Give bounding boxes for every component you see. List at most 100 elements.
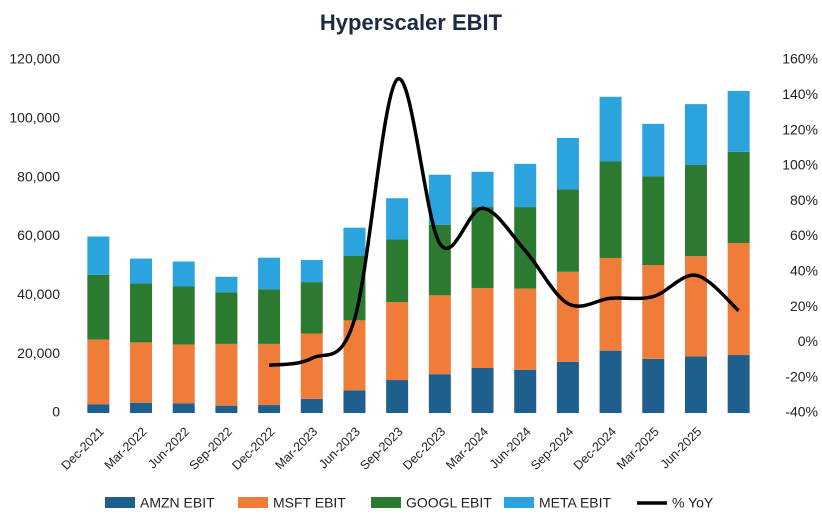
legend-label: MSFT EBIT bbox=[273, 495, 346, 511]
bar-segment bbox=[727, 242, 750, 356]
bar-segment bbox=[471, 287, 494, 368]
bar-segment bbox=[386, 302, 409, 381]
y2-tick-label: 0% bbox=[798, 333, 818, 349]
y-tick-label: 0 bbox=[52, 404, 60, 420]
bar-segment bbox=[556, 361, 579, 413]
bar-segment bbox=[684, 104, 707, 166]
bar-segment bbox=[215, 405, 238, 413]
x-tick-label: Jun-2025 bbox=[658, 425, 705, 472]
legend-label: GOOGL EBIT bbox=[406, 495, 492, 511]
bar-segment bbox=[471, 207, 494, 288]
y2-tick-label: 160% bbox=[782, 51, 818, 67]
bar-segment bbox=[258, 405, 281, 413]
bar-segment bbox=[471, 367, 494, 413]
x-tick-label: Mar-2023 bbox=[273, 425, 321, 473]
x-tick-label: Dec-2024 bbox=[571, 425, 619, 473]
bar-segment bbox=[684, 256, 707, 357]
bar-segment bbox=[428, 374, 451, 413]
x-tick-label: Dec-2021 bbox=[59, 425, 107, 473]
bar-segment bbox=[300, 282, 323, 334]
bar-segment bbox=[599, 96, 622, 162]
bar-segment bbox=[215, 276, 238, 293]
x-tick-label: Mar-2024 bbox=[443, 425, 491, 473]
bar-segment bbox=[684, 356, 707, 413]
bar-segment bbox=[727, 151, 750, 243]
x-tick-label: Sep-2022 bbox=[187, 425, 235, 473]
bar-segment bbox=[386, 380, 409, 413]
bar-segment bbox=[642, 265, 665, 359]
x-tick-label: Sep-2024 bbox=[528, 425, 576, 473]
y-tick-label: 60,000 bbox=[17, 227, 60, 243]
x-tick-label: Jun-2022 bbox=[145, 425, 192, 472]
y-tick-label: 100,000 bbox=[9, 110, 60, 126]
x-tick-label: Jun-2024 bbox=[487, 425, 534, 472]
bar-segment bbox=[514, 288, 537, 370]
bar-segment bbox=[428, 174, 451, 225]
bar-segment bbox=[471, 171, 494, 208]
bar-segment bbox=[87, 236, 110, 275]
bar-segment bbox=[300, 260, 323, 283]
y2-tick-label: 40% bbox=[790, 263, 818, 279]
bar-segment bbox=[642, 358, 665, 413]
x-tick-label: Mar-2022 bbox=[102, 425, 150, 473]
bar-segment bbox=[343, 255, 366, 321]
y-tick-label: 120,000 bbox=[9, 51, 60, 67]
y2-tick-label: 60% bbox=[790, 227, 818, 243]
bar-segment bbox=[343, 320, 366, 391]
bar-segment bbox=[172, 344, 195, 404]
y2-tick-label: 140% bbox=[782, 86, 818, 102]
legend-swatch bbox=[371, 497, 401, 508]
x-tick-label: Dec-2022 bbox=[229, 425, 277, 473]
bar-segment bbox=[556, 137, 579, 190]
bar-segment bbox=[258, 257, 281, 290]
bar-segment bbox=[172, 261, 195, 287]
y2-tick-label: -20% bbox=[785, 368, 818, 384]
bar-segment bbox=[727, 355, 750, 413]
y-tick-label: 20,000 bbox=[17, 345, 60, 361]
y2-tick-label: 80% bbox=[790, 192, 818, 208]
x-tick-label: Dec-2023 bbox=[400, 425, 448, 473]
legend-swatch bbox=[105, 497, 135, 508]
y2-tick-label: 120% bbox=[782, 121, 818, 137]
bar-segment bbox=[428, 295, 451, 375]
bar-segment bbox=[386, 198, 409, 240]
bar-segment bbox=[386, 239, 409, 303]
bar-segment bbox=[87, 339, 110, 405]
legend-swatch bbox=[504, 497, 534, 508]
y2-tick-label: 100% bbox=[782, 157, 818, 173]
bar-segment bbox=[215, 343, 238, 406]
bar-segment bbox=[599, 350, 622, 413]
bar-segment bbox=[130, 283, 153, 343]
bar-segment bbox=[130, 342, 153, 403]
bar-segment bbox=[300, 398, 323, 413]
bar-segment bbox=[642, 176, 665, 266]
bar-segment bbox=[172, 286, 195, 345]
legend-swatch bbox=[238, 497, 268, 508]
x-tick-label: Sep-2023 bbox=[357, 425, 405, 473]
bar-segment bbox=[258, 289, 281, 344]
bar-segment bbox=[514, 163, 537, 208]
bar-segment bbox=[599, 257, 622, 351]
x-tick-label: Mar-2025 bbox=[614, 425, 662, 473]
bar-segment bbox=[87, 404, 110, 413]
bar-segment bbox=[87, 274, 110, 340]
bar-segment bbox=[428, 224, 451, 296]
bar-segment bbox=[258, 343, 281, 406]
x-tick-label: Jun-2023 bbox=[316, 425, 363, 472]
y-tick-label: 40,000 bbox=[17, 286, 60, 302]
bar-segment bbox=[556, 189, 579, 272]
legend-label: META EBIT bbox=[539, 495, 612, 511]
bar-segment bbox=[343, 390, 366, 413]
legend-label: % YoY bbox=[672, 495, 714, 511]
bar-segment bbox=[172, 403, 195, 413]
bar-segment bbox=[556, 271, 579, 362]
bar-segment bbox=[300, 333, 323, 399]
bar-segment bbox=[343, 227, 366, 256]
legend-label: AMZN EBIT bbox=[140, 495, 215, 511]
y2-tick-label: 20% bbox=[790, 298, 818, 314]
line bbox=[268, 77, 740, 368]
bar-segment bbox=[514, 369, 537, 413]
bar-segment bbox=[514, 207, 537, 289]
bar-segment bbox=[130, 402, 153, 413]
bar-segment bbox=[727, 90, 750, 152]
